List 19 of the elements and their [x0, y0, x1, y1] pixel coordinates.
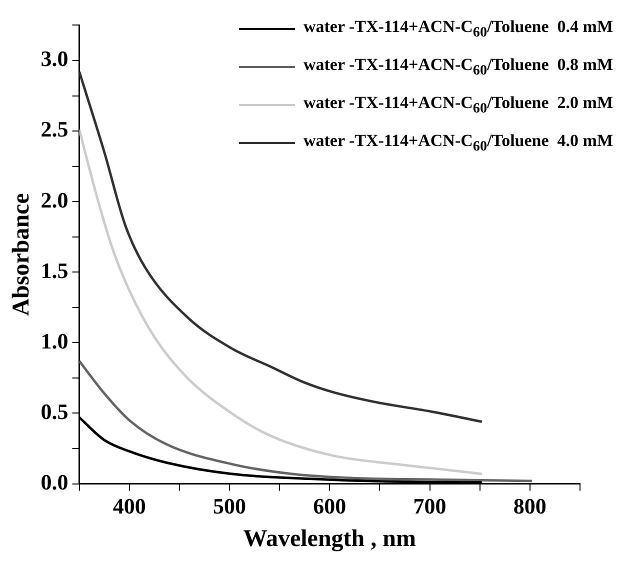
legend-label: water -TX-114+ACN-C$_{60}$/Toluene 4.0 mM — [303, 130, 613, 156]
y-tick-label: 1.0 — [40, 328, 68, 354]
y-tick-label: 3.0 — [40, 46, 68, 72]
x-tick-label: 600 — [313, 494, 346, 519]
x-tick-label: 400 — [112, 494, 146, 519]
y-tick-label: 1.5 — [40, 258, 68, 283]
legend-label: water -TX-114+ACN-C$_{60}$/Toluene 2.0 mM — [303, 92, 613, 118]
y-axis-title: Absorbance — [8, 192, 35, 316]
x-tick-label: 500 — [213, 494, 246, 519]
legend-label: water -TX-114+ACN-C$_{60}$/Toluene 0.8 mM — [303, 54, 613, 80]
y-tick-label: 2.0 — [40, 187, 68, 212]
line-series — [79, 360, 534, 482]
x-tick-label: 700 — [413, 494, 446, 519]
y-tick-label: 0.5 — [40, 398, 68, 424]
x-axis-title: Wavelength , nm — [243, 526, 416, 552]
x-tick-label: 800 — [513, 494, 546, 519]
y-tick-label: 0.0 — [40, 469, 68, 494]
legend-label: water -TX-114+ACN-C$_{60}$/Toluene 0.4 mM — [303, 16, 613, 42]
y-tick-label: 2.5 — [40, 116, 68, 142]
